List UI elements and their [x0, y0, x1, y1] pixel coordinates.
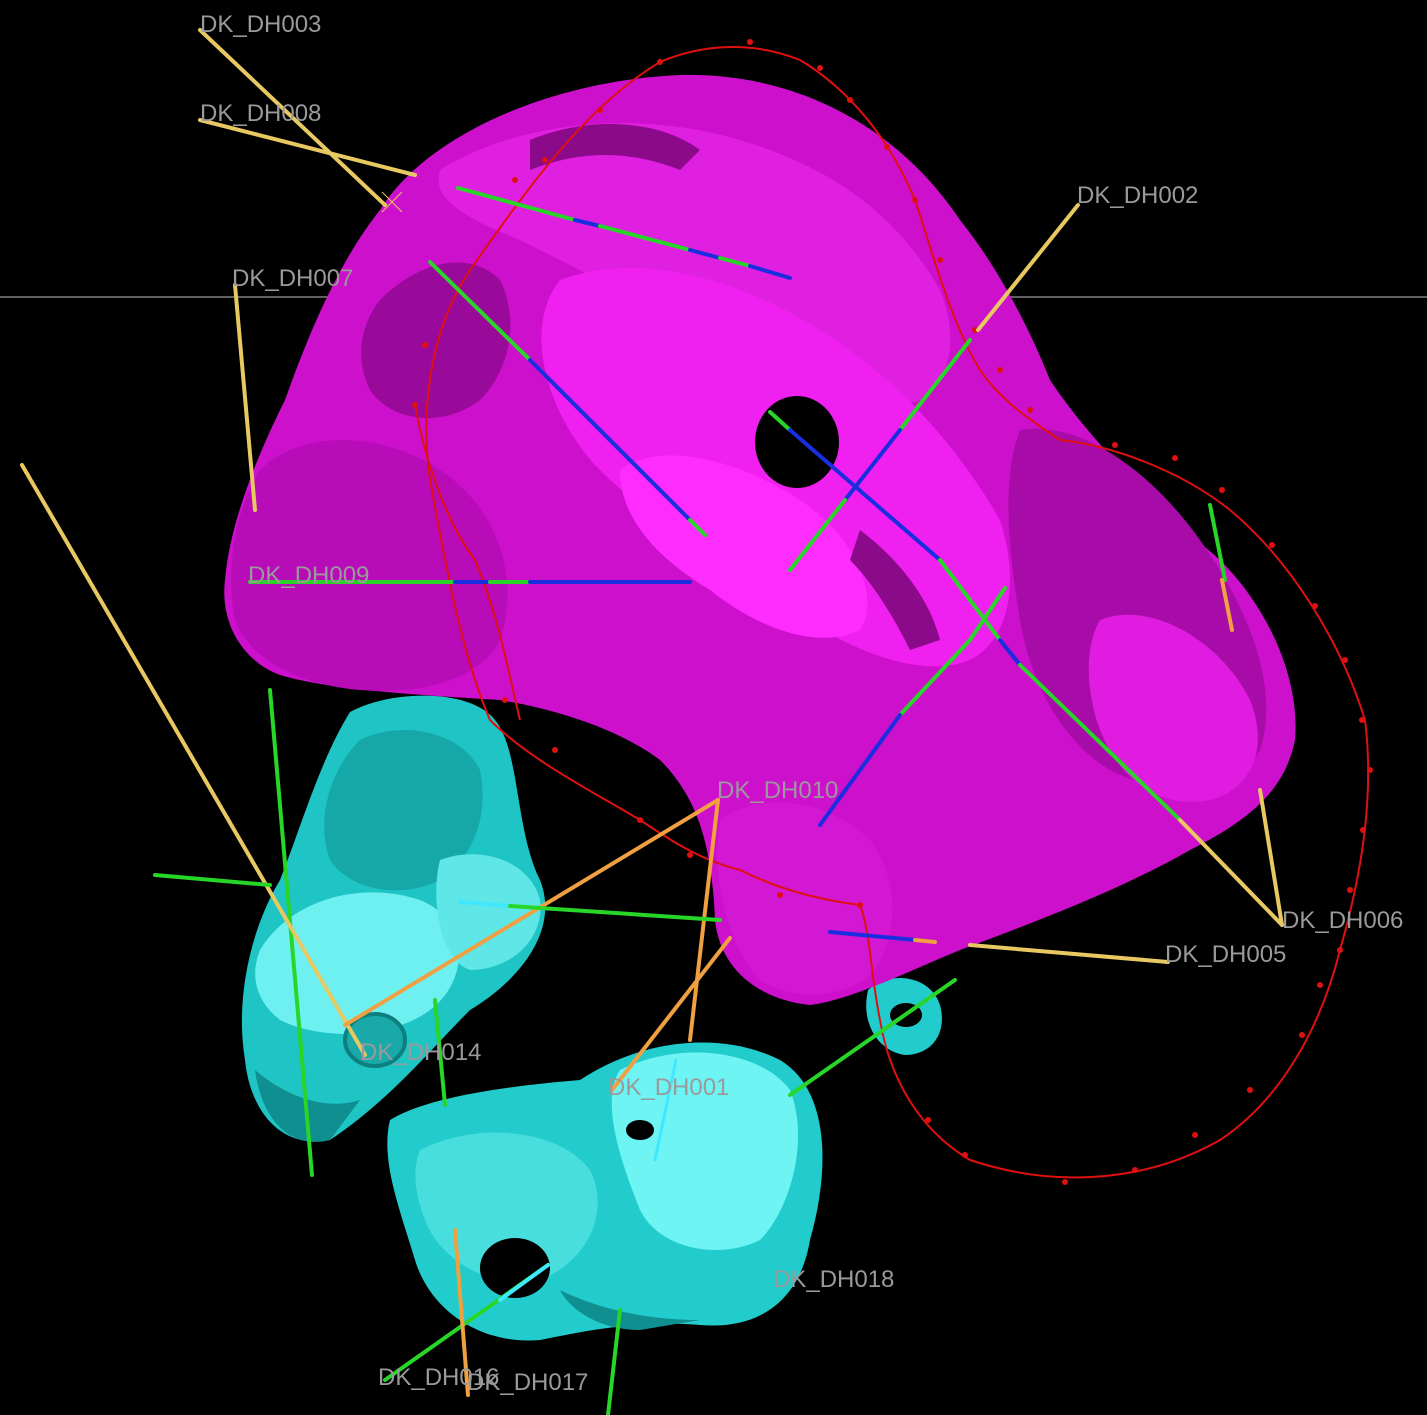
trace-dh-horiz-c	[508, 904, 722, 922]
boundary-vertices	[412, 39, 1373, 1185]
trace-dh002-inner-c	[788, 498, 847, 572]
trace-dh003[interactable]	[198, 28, 387, 207]
trace-dh-horiz	[153, 873, 272, 887]
trace-dh-lower-a	[433, 998, 447, 1107]
trace-dh014[interactable]	[20, 463, 367, 1057]
trace-dh017[interactable]	[453, 1228, 470, 1397]
trace-dh-diag2-d	[998, 638, 1022, 667]
label-dh002[interactable]: DK_DH002	[1077, 182, 1198, 209]
trace-dh-horiz-b	[458, 900, 512, 908]
trace-dh-diag2-b	[788, 428, 942, 562]
trace-dh-cross-c	[818, 713, 902, 827]
cyan-body-left[interactable]	[241, 695, 546, 1142]
trace-dh016-cyan	[498, 1263, 550, 1302]
trace-dh002[interactable]	[976, 203, 1080, 332]
magenta-body[interactable]	[224, 74, 1296, 1005]
trace-dh-diag-b	[528, 358, 692, 522]
trace-dh002-inner	[898, 338, 972, 432]
label-dh010[interactable]: DK_DH010	[717, 777, 838, 804]
drillhole-traces[interactable]	[20, 28, 1284, 1415]
label-dh016[interactable]: DK_DH016	[378, 1364, 499, 1391]
trace-dh001-b	[653, 1058, 678, 1162]
trace-dh008-inner-e	[718, 256, 752, 268]
trace-dh010[interactable]	[343, 798, 720, 1027]
label-dh005[interactable]: DK_DH005	[1165, 941, 1286, 968]
trace-dh008-inner-f	[748, 264, 792, 280]
label-dh018[interactable]: DK_DH018	[773, 1266, 894, 1293]
trace-dh-diag2-c	[938, 558, 1002, 642]
drillhole-labels: DK_DH003 DK_DH008 DK_DH002 DK_DH007 DK_D…	[200, 11, 1403, 1396]
trace-dh005[interactable]	[968, 943, 1170, 964]
trace-dh-cross-b	[898, 638, 972, 717]
trace-dh-lower-b	[788, 978, 957, 1097]
trace-dh001[interactable]	[610, 936, 732, 1092]
cyan-body-bottom[interactable]	[387, 1042, 823, 1341]
trace-dh008-inner-c	[598, 224, 692, 252]
trace-dh006[interactable]	[1178, 818, 1284, 927]
trace-dh005-c	[913, 938, 937, 944]
trace-dh-diag2-a	[768, 410, 792, 432]
label-dh007[interactable]: DK_DH007	[232, 265, 353, 292]
trace-dh006-d	[1258, 788, 1284, 927]
trace-dh008[interactable]	[198, 118, 417, 177]
trace-dh008-inner	[456, 186, 577, 222]
trace-dh006-c	[1220, 578, 1234, 632]
trace-dh-diag-a	[428, 260, 532, 362]
label-dh008[interactable]: DK_DH008	[200, 100, 321, 127]
trace-dh006-b	[1208, 503, 1227, 582]
label-dh017[interactable]: DK_DH017	[467, 1369, 588, 1396]
magenta-body-hole	[755, 396, 839, 488]
label-dh009[interactable]: DK_DH009	[248, 562, 369, 589]
trace-dh007[interactable]	[233, 283, 257, 512]
collar-marker-dh003	[381, 191, 403, 213]
trace-dh-diag2-e	[1018, 663, 1182, 822]
trace-dh002-inner-b	[843, 428, 902, 502]
trace-dh-diag-c	[688, 518, 707, 537]
trace-dh008-inner-d	[688, 248, 722, 260]
label-dh014[interactable]: DK_DH014	[360, 1039, 481, 1066]
label-dh006[interactable]: DK_DH006	[1282, 907, 1403, 934]
trace-dh007-lower	[268, 688, 314, 1177]
label-dh001[interactable]: DK_DH001	[608, 1074, 729, 1101]
trace-dh-lower-c	[606, 1308, 622, 1415]
trace-dh008-inner-b	[573, 218, 602, 228]
trace-dh005-b	[828, 930, 917, 942]
label-dh003[interactable]: DK_DH003	[200, 11, 321, 38]
boundary-outline[interactable]	[414, 46, 1370, 1179]
trace-dh-cross-a	[968, 586, 1007, 642]
